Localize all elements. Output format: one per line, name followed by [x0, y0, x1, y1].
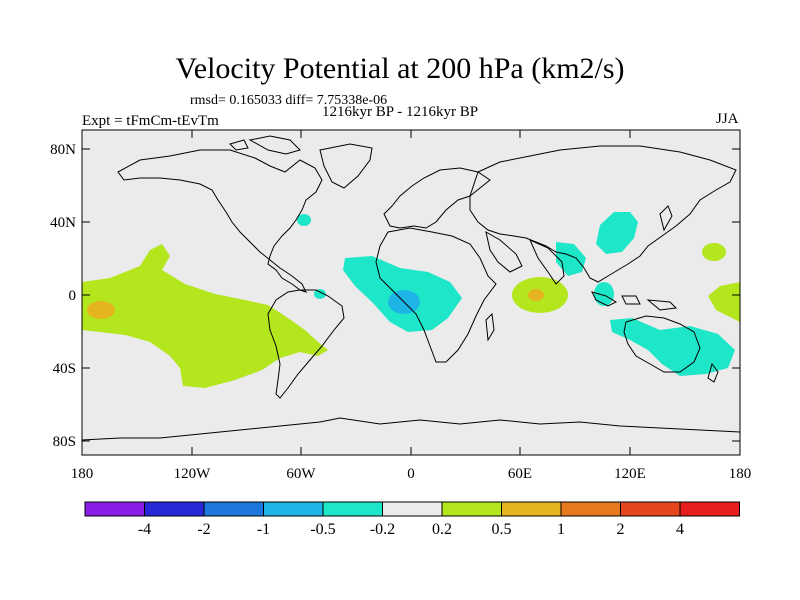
- coast-japan: [659, 205, 673, 232]
- lon-label-120w: 120W: [174, 466, 212, 482]
- positive-region-west-pacific-equator: [708, 282, 740, 322]
- lon-label-120e: 120E: [614, 466, 646, 482]
- positive-region-west-pacific-north: [702, 243, 726, 261]
- colorbar-swatch-0: [84, 501, 145, 517]
- colorbar-label-3: -0.5: [310, 521, 335, 538]
- colorbar-swatch-3: [263, 501, 324, 517]
- lat-label-80s: 80S: [53, 434, 76, 450]
- lon-label-180e: 180: [729, 466, 752, 482]
- coast-australia: [623, 315, 701, 373]
- negative-region-north-atlantic: [297, 214, 311, 226]
- colorbar-swatch-5: [382, 501, 443, 517]
- negative-region-india: [556, 242, 586, 276]
- lon-label-180w: 180: [71, 466, 94, 482]
- coast-africa: [375, 227, 497, 363]
- positive-region-east-pacific: [82, 244, 328, 388]
- lat-label-0: 0: [69, 288, 77, 304]
- colorbar-swatch-9: [620, 501, 681, 517]
- colorbar-label-9: 4: [676, 521, 684, 538]
- lon-ticks: [191, 130, 631, 455]
- period-label: 1216kyr BP - 1216kyr BP: [322, 104, 479, 120]
- colorbar-label-4: -0.2: [370, 521, 395, 538]
- coast-greenland: [319, 143, 373, 189]
- negative-region-brazil: [314, 289, 326, 299]
- plot-title: Velocity Potential at 200 hPa (km2/s): [175, 52, 625, 85]
- coast-north-america: [117, 149, 323, 293]
- colorbar-swatch-2: [203, 501, 264, 517]
- coastlines: [82, 135, 740, 441]
- positive-core-east-pacific: [87, 301, 115, 319]
- colorbar-labels: -4 -2 -1 -0.5 -0.2 0.2 0.5 1 2 4: [138, 521, 684, 538]
- colorbar-swatch-10: [679, 501, 740, 517]
- coast-indonesia: [591, 291, 678, 311]
- coast-south-america: [267, 289, 345, 399]
- colorbar-swatch-8: [560, 501, 621, 517]
- coast-canadian-islands: [229, 135, 301, 155]
- negative-region-indonesia: [594, 282, 614, 306]
- lat-label-40s: 40S: [53, 361, 76, 377]
- lat-label-40n: 40N: [50, 215, 76, 231]
- negative-region-australia: [610, 318, 735, 376]
- colorbar-swatch-7: [501, 501, 562, 517]
- stats-line: rmsd= 0.165033 diff= 7.75338e-06: [190, 93, 388, 108]
- colorbar-label-1: -2: [197, 521, 210, 538]
- lon-label-60e: 60E: [508, 466, 532, 482]
- lat-label-80n: 80N: [50, 142, 76, 158]
- colorbar-label-7: 1: [557, 521, 565, 538]
- coast-arabia: [485, 231, 523, 273]
- colorbar-label-8: 2: [617, 521, 625, 538]
- colorbar: [84, 501, 740, 517]
- contour-fills: [82, 212, 740, 388]
- colorbar-swatch-1: [144, 501, 205, 517]
- colorbar-label-6: 0.5: [492, 521, 512, 538]
- experiment-label: Expt = tFmCm-tEvTm: [82, 113, 219, 129]
- coast-madagascar: [485, 312, 495, 342]
- lat-ticks: [82, 148, 740, 442]
- positive-core-indian-ocean: [528, 289, 544, 301]
- coast-asia: [469, 145, 737, 283]
- colorbar-swatch-6: [441, 501, 502, 517]
- negative-region-east-asia: [596, 212, 638, 254]
- season-label: JJA: [716, 111, 739, 127]
- coast-new-zealand: [707, 362, 719, 383]
- colorbar-label-5: 0.2: [432, 521, 452, 538]
- coast-europe: [383, 167, 491, 229]
- colorbar-label-2: -1: [257, 521, 270, 538]
- colorbar-swatch-4: [322, 501, 383, 517]
- lon-label-60w: 60W: [286, 466, 316, 482]
- coast-india: [529, 239, 565, 285]
- colorbar-label-0: -4: [138, 521, 151, 538]
- lon-label-0: 0: [407, 466, 415, 482]
- coast-antarctica: [82, 417, 740, 441]
